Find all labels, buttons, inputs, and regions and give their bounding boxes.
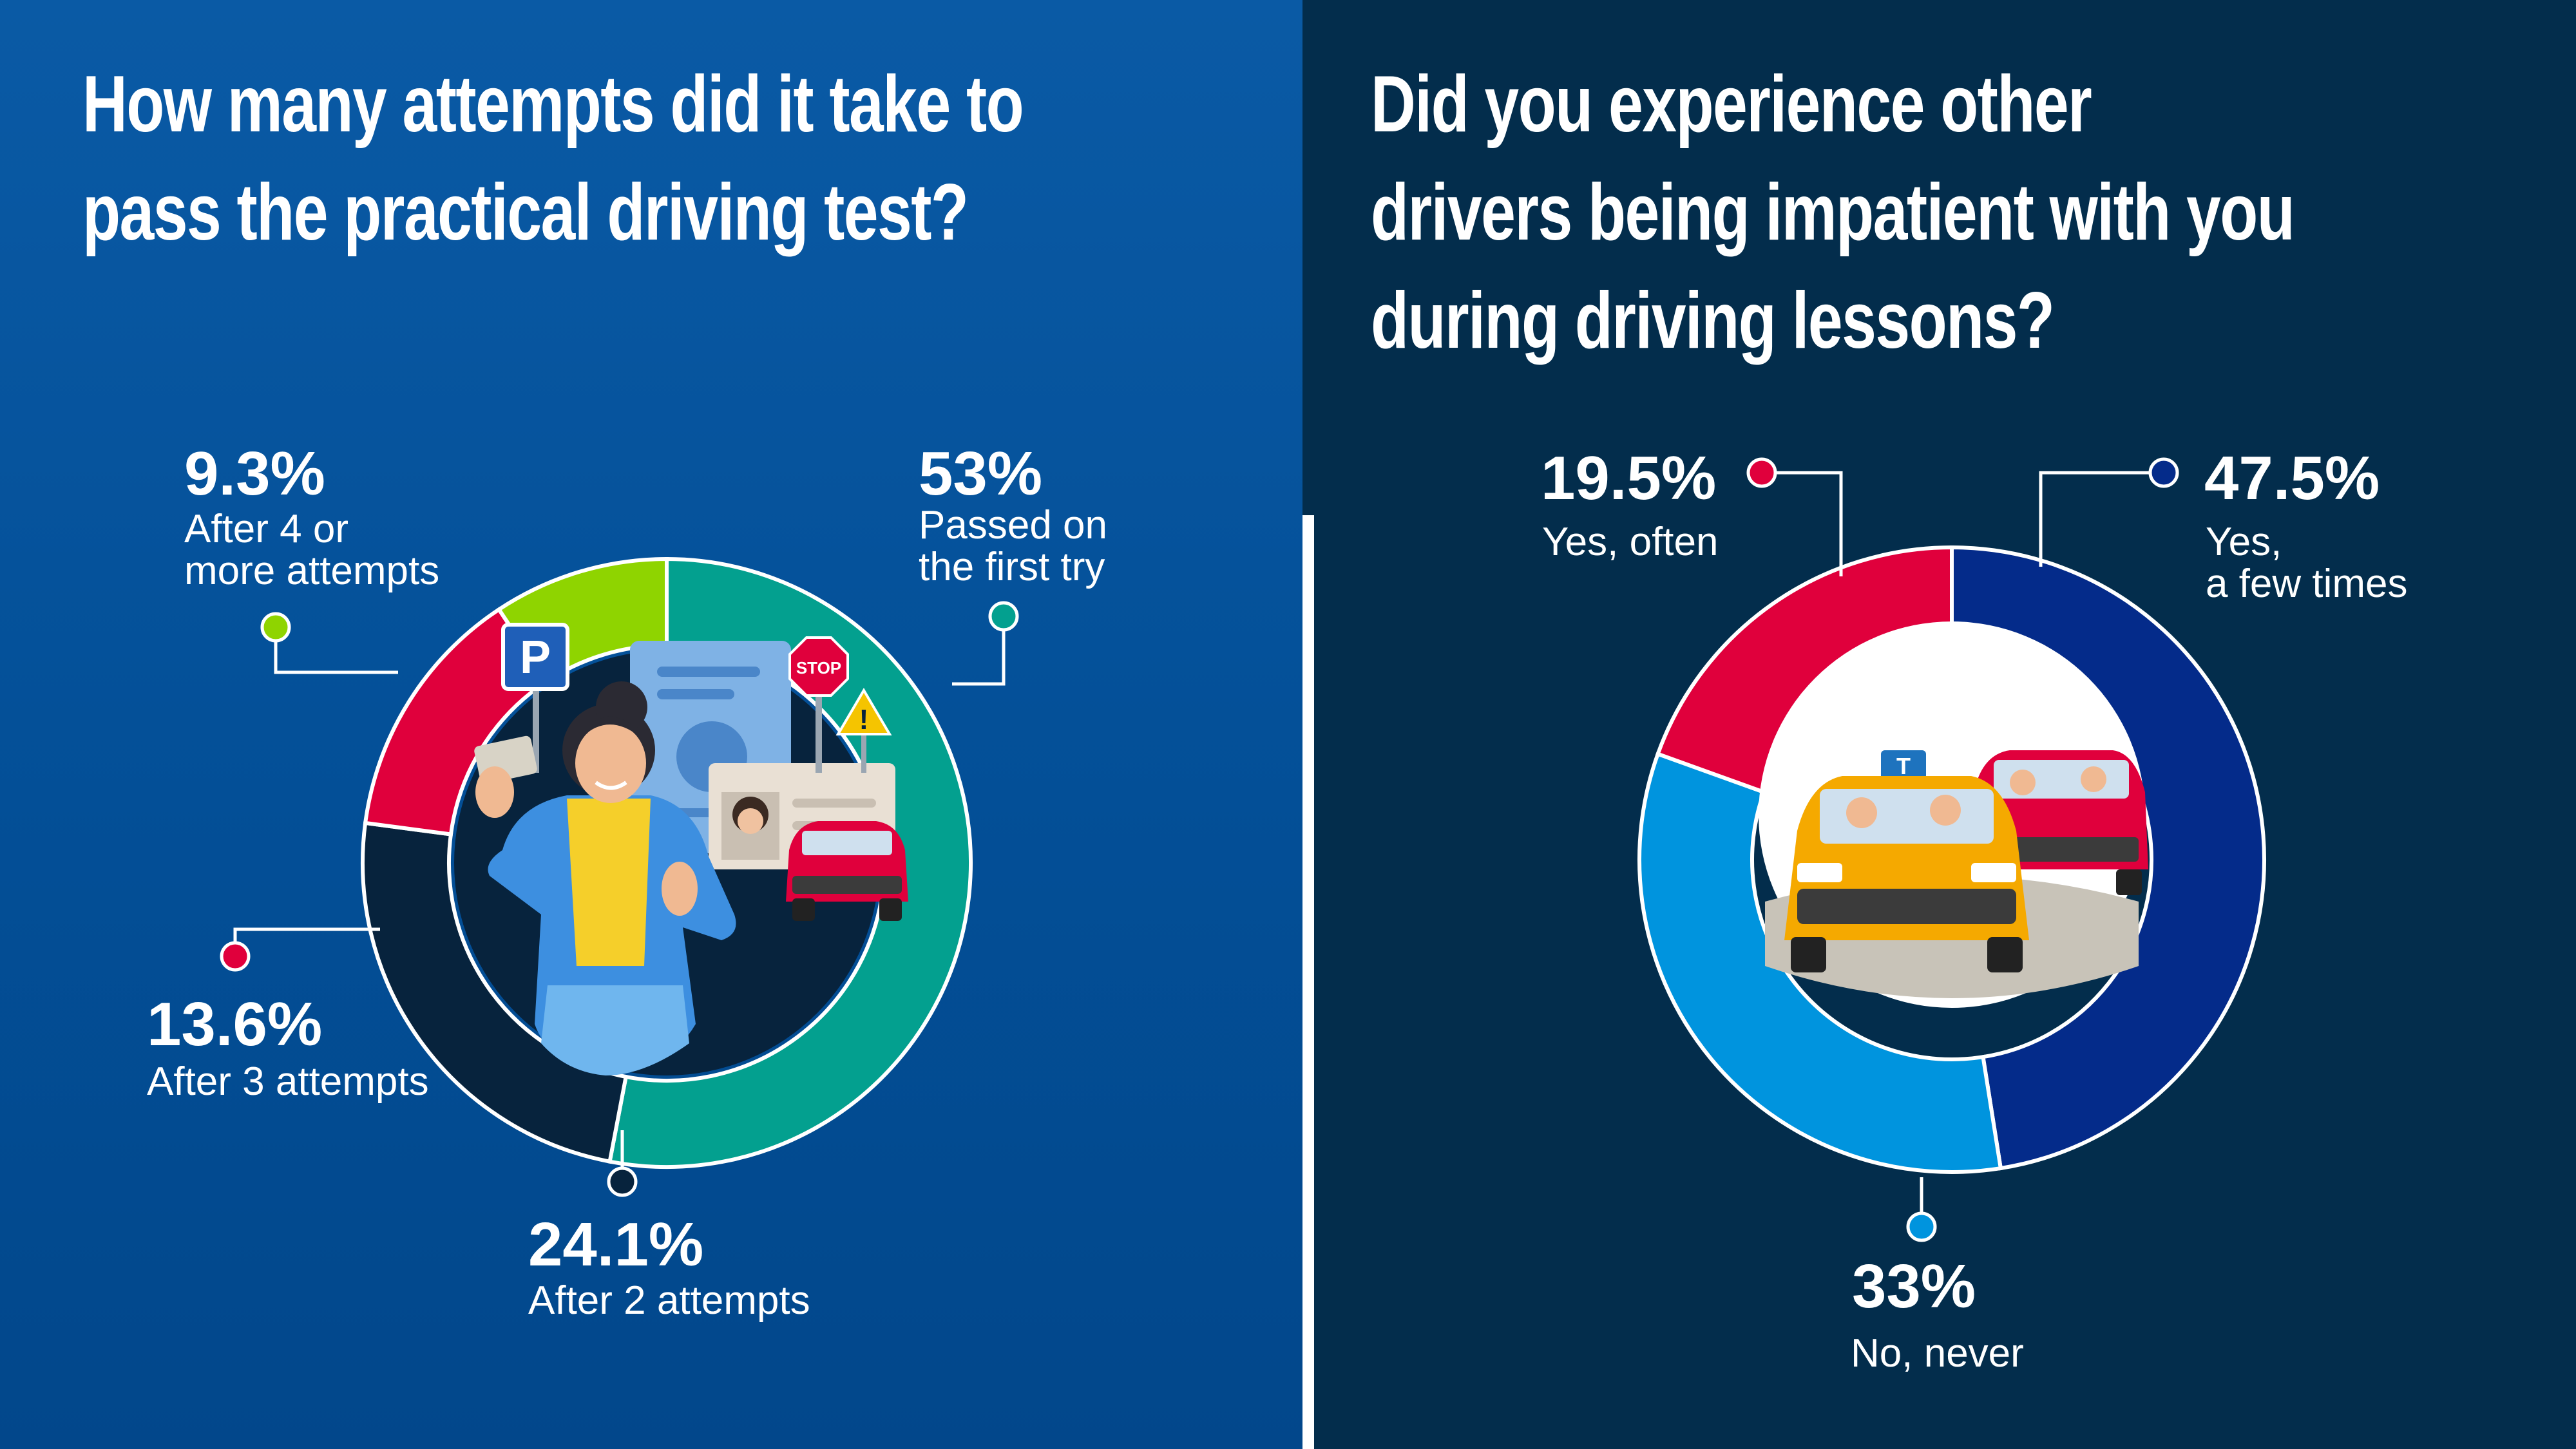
- right-slice-2-percent: 33%: [1852, 1252, 1976, 1321]
- left-slice-2-percent: 24.1%: [528, 1210, 703, 1279]
- right-leaders: [1746, 457, 2179, 1242]
- warning-sign-icon: !: [835, 688, 892, 773]
- parking-sign-letter: P: [520, 632, 551, 683]
- right-title-line-1: Did you experience other: [1371, 60, 2092, 149]
- left-slice-3-percent: 13.6%: [147, 990, 322, 1059]
- left-slice-4-label-line-2: more attempts: [184, 549, 439, 593]
- left-slice-3-label-line-1: After 3 attempts: [147, 1059, 429, 1104]
- driving-lesson-illustration: T: [1759, 621, 2148, 1008]
- marker-right-slice-3: [1746, 457, 1777, 488]
- right-slice-1-percent: 47.5%: [2204, 444, 2380, 513]
- taxi-car-icon: T: [1784, 750, 2029, 972]
- right-title-line-3: during driving lessons?: [1371, 276, 2055, 365]
- stop-sign-text: STOP: [796, 658, 841, 677]
- marker-right-slice-2: [1906, 1211, 1937, 1242]
- divider-top: [1302, 0, 1314, 515]
- left-donut-slice-2: [361, 820, 629, 1164]
- right-slice-1-label-line-1: Yes,: [2206, 520, 2282, 564]
- panel-divider: [1302, 515, 1314, 1449]
- marker-left-slice-2: [607, 1166, 638, 1197]
- left-slice-1-label-line-1: Passed on: [919, 503, 1107, 547]
- right-slice-2-label-line-1: No, never: [1851, 1331, 2024, 1376]
- left-title-line-1: How many attempts did it take to: [82, 60, 1024, 149]
- right-chart-title: Did you experience other drivers being i…: [1371, 50, 2295, 375]
- left-labels: 9.3% After 4 or more attempts 53% Passed…: [147, 439, 1107, 1323]
- driving-test-illustration: P STOP !: [454, 623, 908, 1075]
- cloud-icon: [1947, 705, 2014, 723]
- red-car-right-icon: [1974, 750, 2148, 895]
- right-donut-chart: [1637, 545, 2266, 1174]
- left-leaders: [220, 601, 1019, 1197]
- marker-left-slice-1: [988, 601, 1019, 632]
- right-labels: 19.5% Yes, often 47.5% Yes, a few times …: [1541, 444, 2408, 1376]
- marker-left-slice-4: [260, 612, 291, 643]
- parking-sign-icon: P: [501, 623, 569, 773]
- left-slice-2-label-line-1: After 2 attempts: [528, 1278, 810, 1323]
- left-slice-1-label-line-2: the first try: [919, 545, 1105, 589]
- right-donut-slice-2: [1637, 751, 2003, 1174]
- left-chart-title: How many attempts did it take to pass th…: [82, 50, 1024, 267]
- woman-figure-icon: [474, 681, 736, 1075]
- marker-left-slice-3: [220, 941, 251, 972]
- warning-sign-mark: !: [859, 704, 869, 735]
- right-slice-3-percent: 19.5%: [1541, 444, 1716, 513]
- red-car-icon: [786, 821, 908, 921]
- taxi-sign-letter: T: [1896, 753, 1911, 779]
- left-slice-4-label-line-1: After 4 or: [184, 507, 348, 551]
- marker-right-slice-1: [2148, 457, 2179, 488]
- left-title-line-2: pass the practical driving test?: [82, 168, 969, 257]
- left-slice-1-percent: 53%: [919, 439, 1042, 508]
- left-slice-4-percent: 9.3%: [184, 439, 325, 508]
- stop-sign-icon: STOP: [788, 636, 849, 773]
- right-slice-3-label-line-1: Yes, often: [1542, 520, 1719, 564]
- right-slice-1-label-line-2: a few times: [2206, 562, 2408, 606]
- right-title-line-2: drivers being impatient with you: [1371, 168, 2295, 257]
